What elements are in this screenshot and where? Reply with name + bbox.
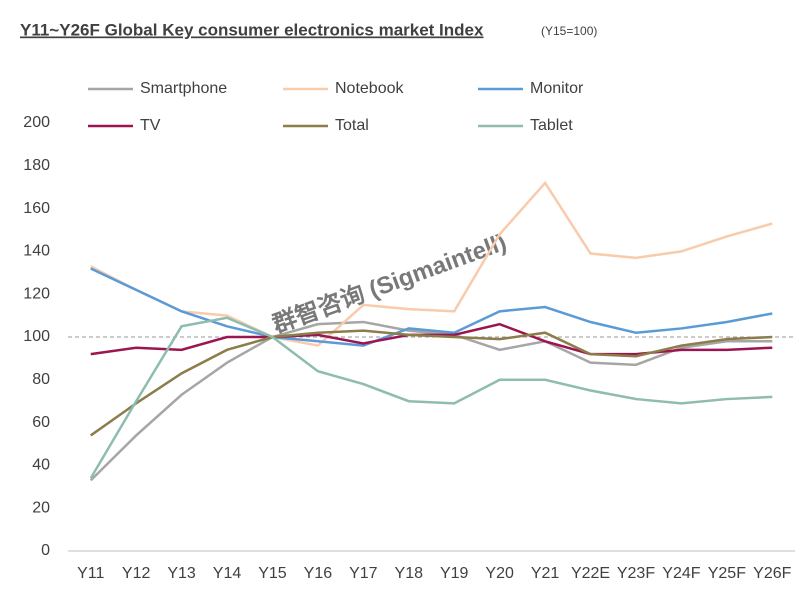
y-tick-label: 0: [41, 542, 50, 559]
x-tick-label: Y26F: [753, 565, 791, 582]
legend-label: TV: [140, 117, 161, 134]
x-tick-label: Y11: [77, 565, 104, 582]
y-tick-label: 40: [32, 457, 50, 474]
legend-label: Notebook: [335, 80, 404, 97]
x-tick-label: Y15: [258, 565, 287, 582]
chart-title: Y11~Y26F Global Key consumer electronics…: [20, 20, 484, 39]
x-tick-label: Y13: [167, 565, 196, 582]
legend-label: Tablet: [530, 117, 573, 134]
y-tick-label: 100: [23, 328, 50, 345]
chart-subtitle: (Y15=100): [541, 24, 597, 38]
x-tick-label: Y20: [485, 565, 514, 582]
x-tick-label: Y23F: [617, 565, 655, 582]
y-tick-label: 140: [23, 243, 50, 260]
y-tick-label: 200: [23, 114, 50, 131]
legend-label: Smartphone: [140, 80, 227, 97]
y-tick-label: 80: [32, 371, 50, 388]
x-tick-label: Y12: [122, 565, 151, 582]
x-tick-label: Y17: [349, 565, 378, 582]
x-tick-label: Y21: [531, 565, 560, 582]
y-tick-label: 180: [23, 157, 50, 174]
series-line: [90, 180, 773, 347]
x-tick-label: Y18: [395, 565, 424, 582]
x-tick-label: Y19: [440, 565, 469, 582]
y-tick-label: 20: [32, 499, 50, 516]
x-tick-label: Y24F: [662, 565, 700, 582]
y-tick-label: 60: [32, 414, 50, 431]
legend-label: Total: [335, 117, 369, 134]
x-tick-label: Y22E: [571, 565, 610, 582]
series-line: [89, 316, 773, 479]
legend-label: Monitor: [530, 80, 584, 97]
series-line: [89, 320, 773, 482]
x-tick-label: Y25F: [708, 565, 746, 582]
x-tick-label: Y16: [304, 565, 333, 582]
x-tick-label: Y14: [213, 565, 242, 582]
y-tick-label: 120: [23, 285, 50, 302]
y-tick-label: 160: [23, 200, 50, 217]
series-line: [89, 329, 773, 437]
series-line: [90, 267, 773, 347]
